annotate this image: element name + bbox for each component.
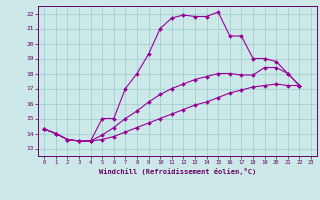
X-axis label: Windchill (Refroidissement éolien,°C): Windchill (Refroidissement éolien,°C)	[99, 168, 256, 175]
